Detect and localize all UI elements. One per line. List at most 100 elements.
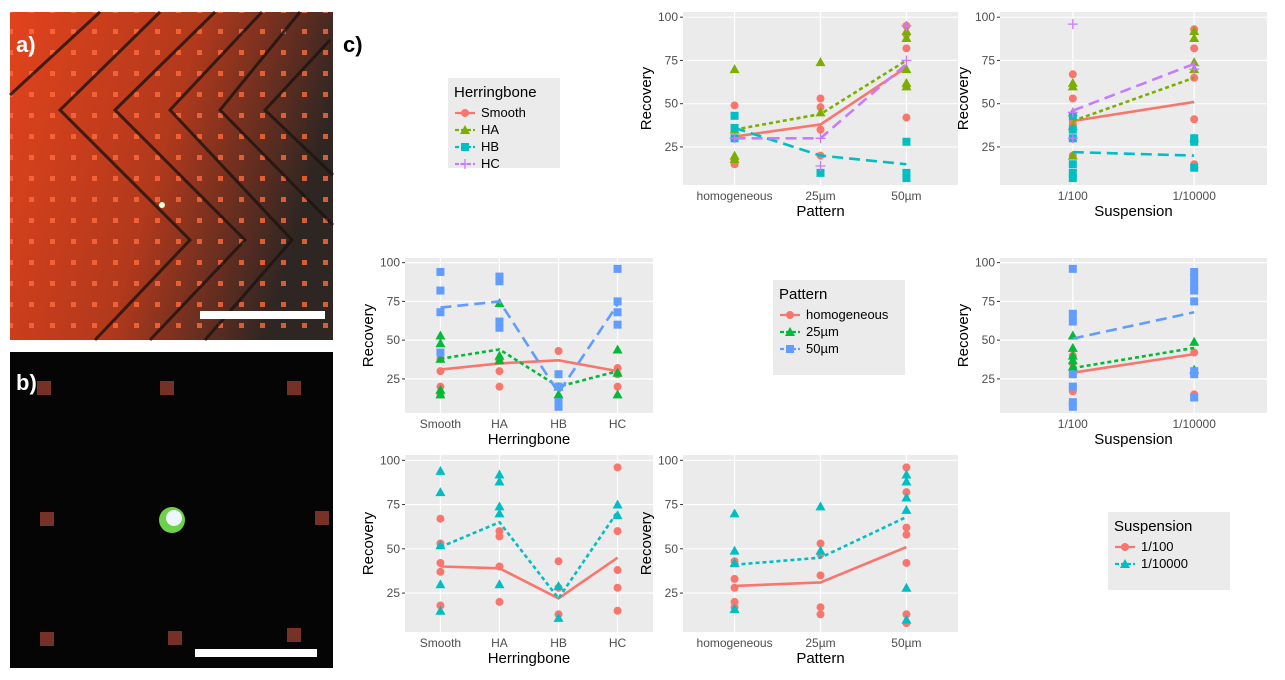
point [1190,164,1198,172]
point [614,584,622,592]
y-tick-label: 75 [982,53,996,67]
point [614,321,622,329]
point [436,515,444,523]
legend-entry: 25µm [806,324,839,339]
point [817,95,825,103]
point [461,109,469,117]
point [1069,318,1077,326]
micrograph-a: a) [10,12,333,340]
point [731,575,739,583]
y-axis-title: Recovery [955,66,972,130]
y-tick-label: 100 [658,453,678,467]
point [731,112,739,120]
point [614,607,622,615]
y-axis-title: Recovery [638,66,655,130]
y-axis-title: Recovery [360,303,377,367]
y-tick-label: 100 [380,256,400,270]
point [495,532,503,540]
point [1190,370,1198,378]
x-tick-label: 1/10000 [1172,417,1216,431]
chart: 255075100SmoothHAHBHCHerringboneRecovery… [360,256,905,448]
x-axis-title: Suspension [1094,431,1172,448]
point [902,559,910,567]
legend-entry: 1/100 [1141,539,1174,554]
legend-entry: homogeneous [806,307,889,322]
x-tick-label: 50µm [891,636,921,650]
x-tick-label: homogeneous [697,636,773,650]
y-tick-label: 25 [387,372,401,386]
x-tick-label: HB [550,636,567,650]
point [436,568,444,576]
point [731,101,739,109]
point [1069,95,1077,103]
legend-title: Herringbone [454,84,537,101]
panel-label: a) [16,32,36,57]
x-tick-label: 25µm [805,189,835,203]
legend-entry: HC [481,156,500,171]
y-tick-label: 75 [387,498,401,512]
x-tick-label: Smooth [420,417,461,431]
y-tick-label: 50 [982,333,996,347]
point [1069,403,1077,411]
x-axis-title: Pattern [796,650,844,667]
x-tick-label: 25µm [805,636,835,650]
legend: Suspension 1/100 1/10000 [1108,512,1230,590]
point [1069,126,1077,134]
panel-label: b) [16,370,37,395]
point [495,598,503,606]
point [555,347,563,355]
y-tick-label: 75 [982,294,996,308]
legend-title: Suspension [1114,518,1192,535]
y-tick-label: 75 [665,53,679,67]
x-tick-label: Smooth [420,636,461,650]
legend-entry: Smooth [481,105,526,120]
point [1190,115,1198,123]
point [902,114,910,122]
x-tick-label: homogeneous [697,189,773,203]
y-tick-label: 25 [387,586,401,600]
y-tick-label: 25 [665,586,679,600]
point [555,403,563,411]
point [614,308,622,316]
point [614,463,622,471]
point [614,297,622,305]
point [902,138,910,146]
figure: a) b) c) 255075100homogeneous25µm50µmPat… [0,0,1285,675]
y-tick-label: 50 [665,542,679,556]
point [1190,138,1198,146]
point [1190,297,1198,305]
y-tick-label: 75 [665,498,679,512]
y-axis-title: Recovery [360,511,377,575]
legend-entry: HA [481,122,499,137]
point [817,126,825,134]
point [817,603,825,611]
point [1069,160,1077,168]
point [436,287,444,295]
point [461,143,469,151]
x-tick-label: 50µm [891,189,921,203]
point [436,268,444,276]
chart: 2550751001/1001/10000SuspensionRecovery [955,256,1267,448]
x-axis-title: Pattern [796,203,844,220]
y-axis-title: Recovery [955,303,972,367]
point [1069,310,1077,318]
point [555,370,563,378]
y-tick-label: 25 [982,372,996,386]
point [902,524,910,532]
x-tick-label: HA [491,636,508,650]
legend-entry: 1/10000 [1141,556,1188,571]
legend-entry: 50µm [806,341,839,356]
x-axis-title: Herringbone [488,431,571,448]
point [1069,370,1077,378]
point [436,308,444,316]
legend-entry: HB [481,139,499,154]
x-axis-title: Herringbone [488,650,571,667]
x-tick-label: 1/100 [1058,417,1088,431]
y-tick-label: 100 [380,453,400,467]
point [1069,265,1077,273]
point [1190,394,1198,402]
legend: Herringbone Smooth HA HB HC [448,78,560,171]
